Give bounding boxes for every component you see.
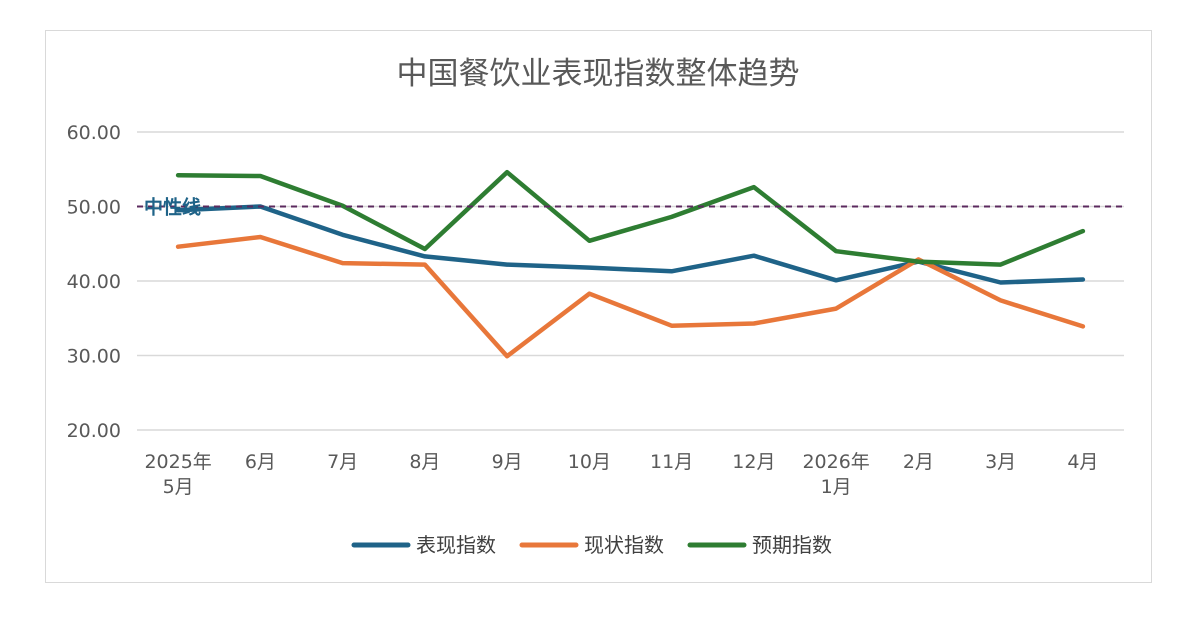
legend-label: 预期指数 — [752, 533, 832, 557]
legend: 表现指数 现状指数 预期指数 — [351, 533, 832, 557]
series-line — [175, 234, 1086, 359]
y-tick-label: 30.00 — [67, 346, 121, 368]
chart-frame — [45, 30, 1152, 583]
series-line — [175, 204, 1086, 285]
reference-line: 中性线 — [137, 196, 1124, 219]
x-tick-label: 2025年 5月 — [144, 451, 211, 498]
x-tick-label: 3月 — [985, 451, 1016, 473]
x-tick-label: 10月 — [568, 451, 611, 473]
x-axis-ticks: 2025年 5月 6月 7月 8月 9月 10月 11月 12月 2026年 1月 2月 3月 4月 — [144, 451, 1098, 498]
chart-title: 中国餐饮业表现指数整体趋势 — [397, 56, 800, 92]
x-tick-label: 4月 — [1067, 451, 1098, 473]
x-tick-label: 2月 — [903, 451, 934, 473]
y-tick-label: 40.00 — [67, 271, 121, 293]
x-tick-label: 6月 — [245, 451, 276, 473]
x-tick-label: 12月 — [732, 451, 775, 473]
legend-label: 表现指数 — [416, 533, 496, 557]
y-tick-label: 60.00 — [67, 122, 121, 144]
series-line — [175, 169, 1086, 267]
gridlines — [137, 131, 1124, 431]
x-tick-label: 9月 — [492, 451, 523, 473]
x-tick-label: 11月 — [650, 451, 693, 473]
y-tick-label: 20.00 — [67, 420, 121, 442]
series-lines — [175, 169, 1086, 359]
y-axis-ticks: 20.00 30.00 40.00 50.00 60.00 — [67, 122, 121, 442]
x-tick-label: 7月 — [327, 451, 358, 473]
x-tick-label: 8月 — [409, 451, 440, 473]
x-tick-label: 2026年 1月 — [802, 451, 869, 498]
legend-label: 现状指数 — [584, 533, 664, 557]
neutral-line-label: 中性线 — [144, 196, 201, 219]
y-tick-label: 50.00 — [67, 197, 121, 219]
